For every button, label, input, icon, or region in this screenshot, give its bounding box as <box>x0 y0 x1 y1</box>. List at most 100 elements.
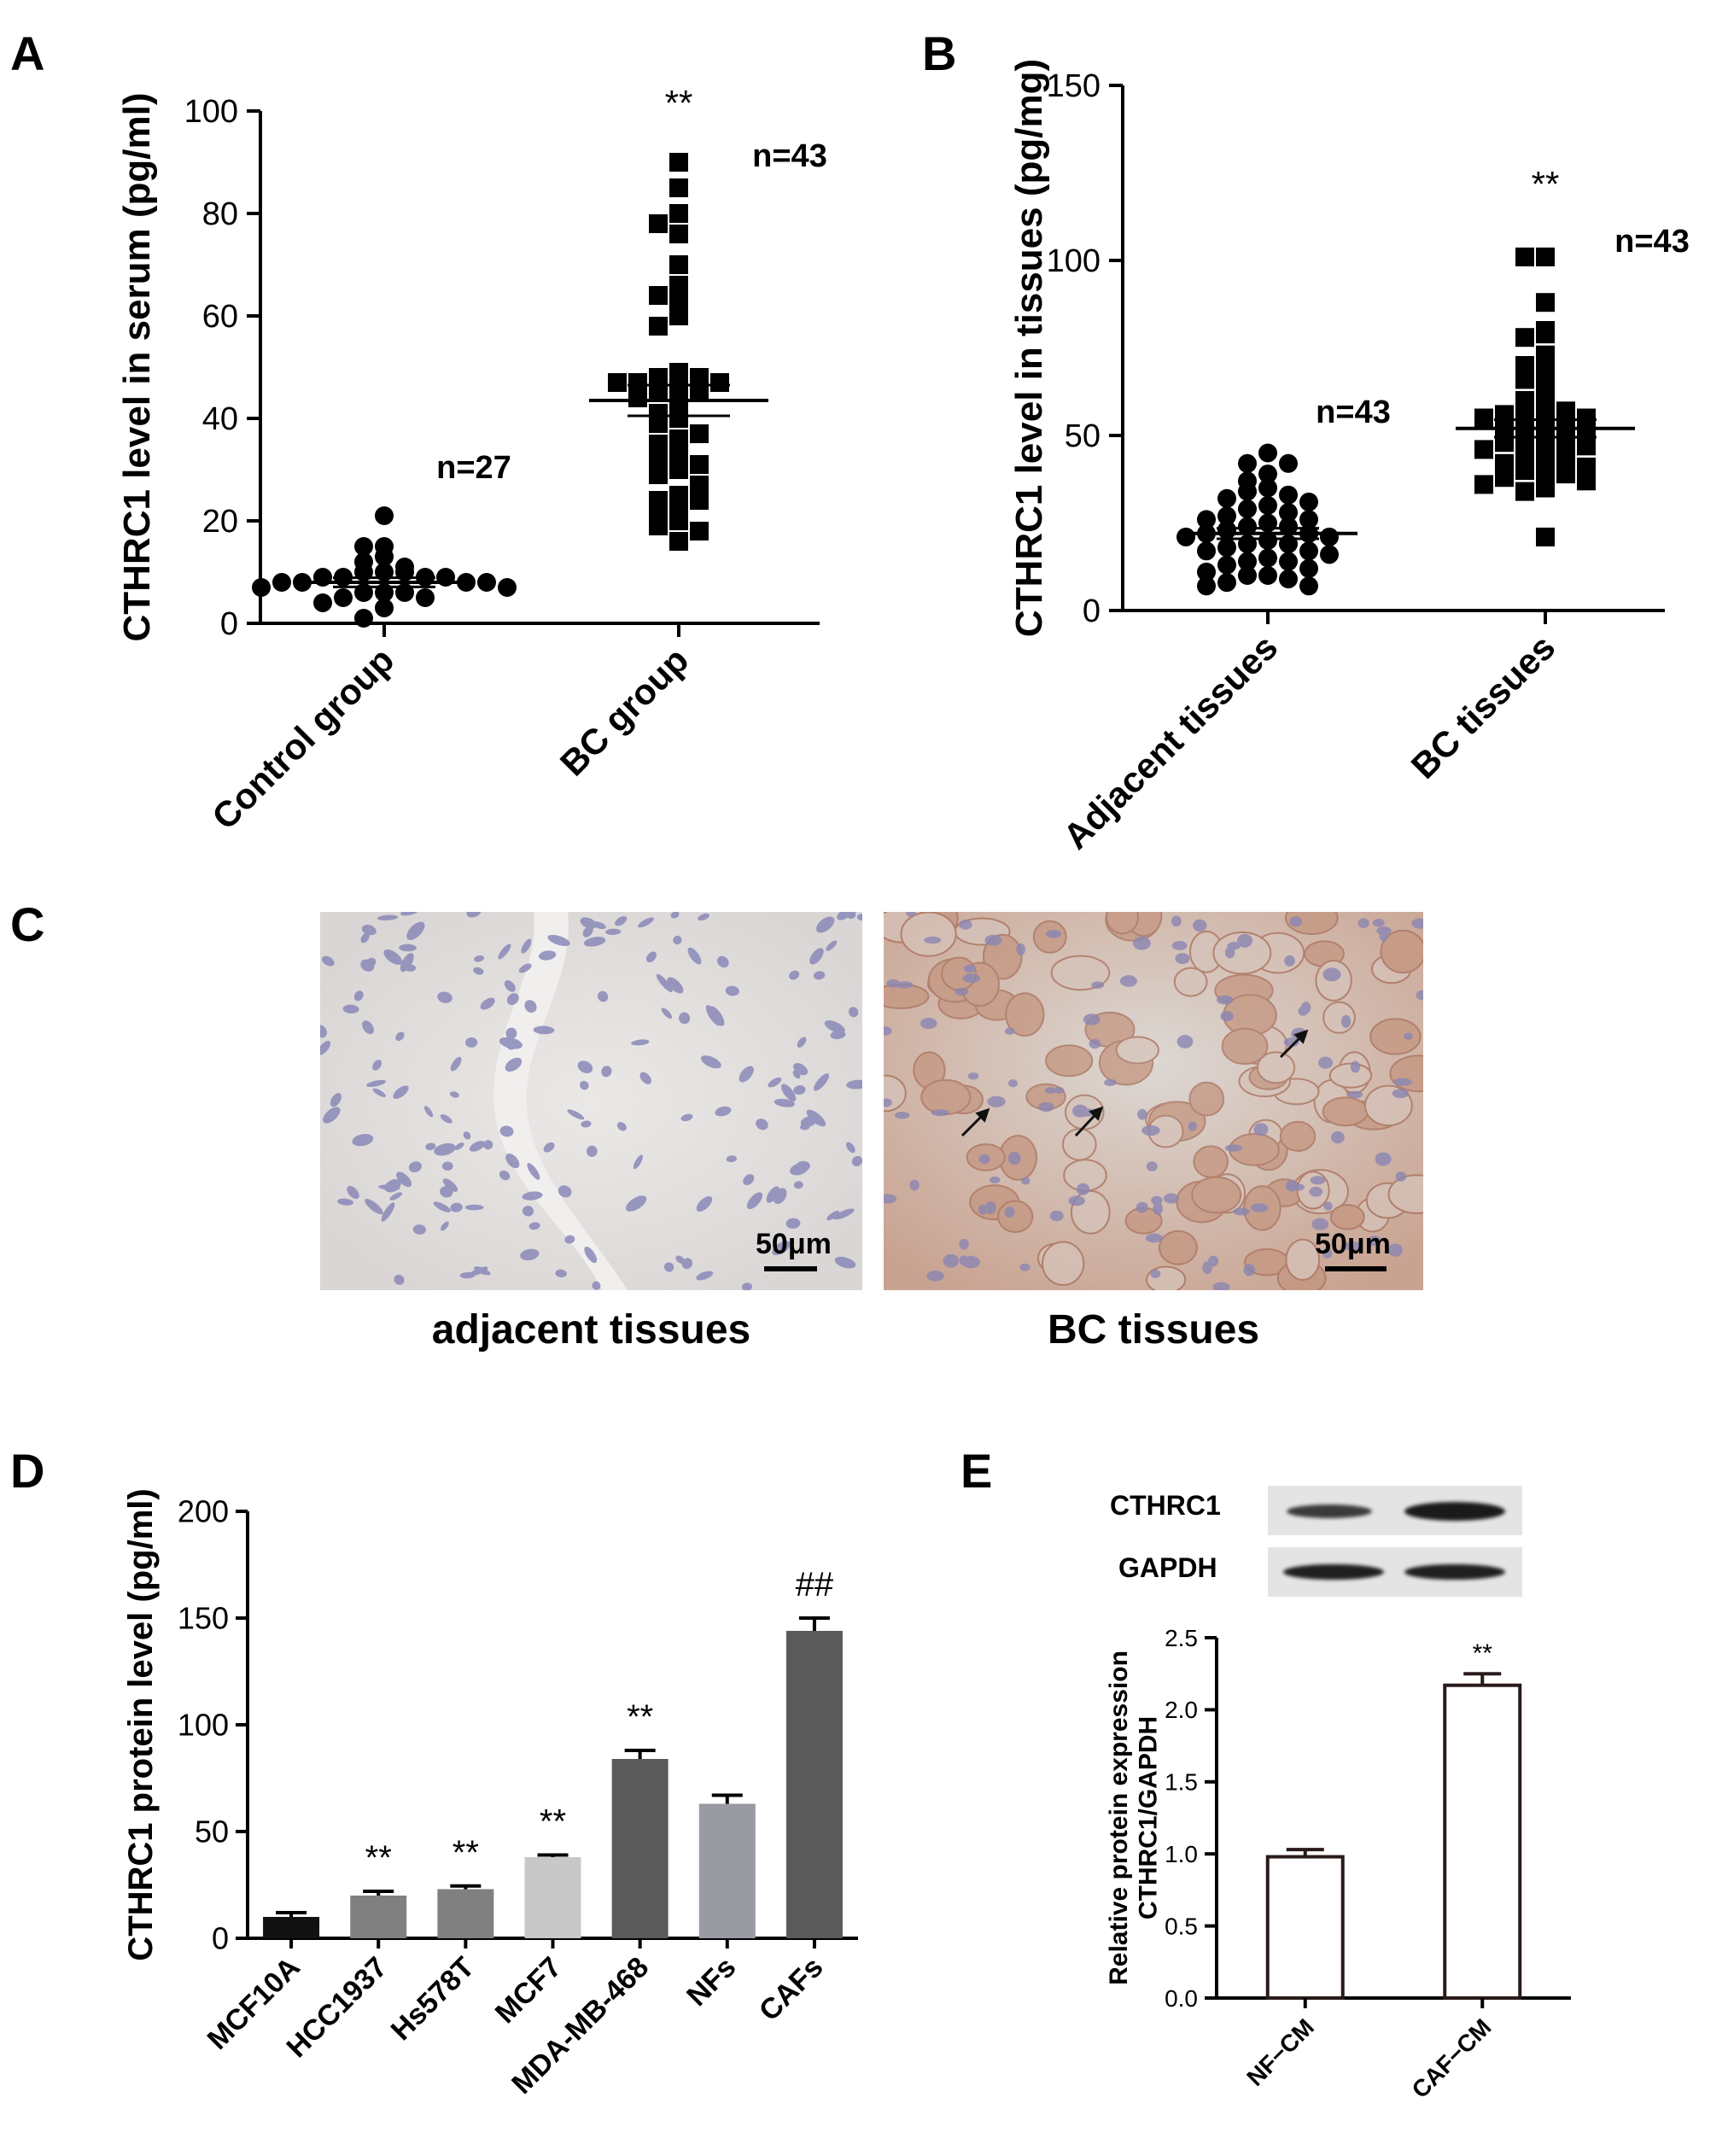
nucleus-shape <box>884 1194 897 1204</box>
nucleus-shape <box>967 1072 979 1080</box>
nucleus-shape <box>743 1174 755 1186</box>
data-point <box>690 476 709 494</box>
nucleus-shape <box>454 1142 464 1150</box>
data-point <box>1217 520 1236 540</box>
nucleus-shape <box>837 912 851 920</box>
y-tick-label: 80 <box>202 196 238 232</box>
significance-label: ** <box>627 1698 653 1736</box>
nucleus-shape <box>670 912 680 919</box>
nucleus-shape <box>474 955 485 962</box>
data-point <box>710 373 729 392</box>
data-point <box>375 599 394 617</box>
y-tick-label: 60 <box>202 299 238 335</box>
data-point <box>1515 247 1534 266</box>
nucleus-shape <box>1387 1243 1403 1257</box>
data-point <box>1556 433 1575 453</box>
nucleus-shape <box>1072 1104 1089 1118</box>
nucleus-shape <box>459 1271 476 1279</box>
nucleus-shape <box>792 1070 801 1079</box>
cell-shape <box>1173 967 1208 997</box>
data-point <box>1238 500 1257 519</box>
nucleus-shape <box>800 1116 817 1127</box>
nucleus-shape <box>347 1185 359 1200</box>
nucleus-shape <box>766 1186 780 1203</box>
x-tick-label: NFs <box>680 1951 742 2013</box>
nucleus-shape <box>1224 1144 1242 1152</box>
significance-label: ** <box>540 1803 566 1841</box>
nucleus-shape <box>394 1274 405 1285</box>
nucleus-shape <box>360 932 370 944</box>
nucleus-shape <box>716 955 729 968</box>
nucleus-shape <box>780 1084 797 1101</box>
nucleus-shape <box>785 1218 801 1229</box>
data-point <box>354 609 373 628</box>
nucleus-shape <box>399 944 417 952</box>
nucleus-shape <box>433 1201 451 1212</box>
data-point <box>1217 555 1236 575</box>
nucleus-shape <box>580 917 597 929</box>
nucleus-shape <box>726 1155 738 1163</box>
data-point <box>1536 345 1555 365</box>
nucleus-shape <box>814 1073 830 1091</box>
cell-shape <box>1328 1062 1373 1089</box>
data-point <box>1515 370 1534 389</box>
nucleus-shape <box>473 967 484 975</box>
nucleus-shape <box>1392 1089 1410 1099</box>
nucleus-shape <box>381 1202 395 1222</box>
nucleus-shape <box>673 935 682 945</box>
nucleus-shape <box>583 937 606 947</box>
data-point <box>1577 436 1596 456</box>
data-point <box>1536 443 1555 463</box>
nucleus-shape <box>1350 1060 1361 1073</box>
nucleus-shape <box>499 1037 523 1049</box>
nucleus-shape <box>522 1206 534 1217</box>
nucleus-shape <box>815 916 835 933</box>
data-point <box>1536 293 1555 313</box>
nucleus-shape <box>909 1179 920 1191</box>
cell-shape <box>1050 955 1111 991</box>
data-point <box>1238 517 1257 536</box>
data-point <box>669 429 688 448</box>
nucleus-shape <box>963 964 976 973</box>
nucleus-shape <box>1227 942 1241 950</box>
cell-shape <box>1279 1120 1317 1152</box>
data-point <box>1556 415 1575 435</box>
data-point <box>1536 394 1555 414</box>
data-point <box>1238 566 1257 585</box>
y-tick-label: 1.0 <box>1165 1841 1198 1867</box>
y-tick-label: 200 <box>178 1494 229 1529</box>
significance-label: ## <box>796 1566 834 1604</box>
nucleus-shape <box>1150 1269 1161 1279</box>
nucleus-shape <box>638 917 654 928</box>
nucleus-shape <box>598 990 609 1002</box>
y-axis-label: CTHRC1/GAPDH <box>1135 1716 1163 1919</box>
nucleus-shape <box>521 938 532 954</box>
nucleus-shape <box>1019 1263 1030 1271</box>
x-tick-label: MCF7 <box>489 1951 568 2030</box>
nucleus-shape <box>1322 1248 1333 1259</box>
nucleus-shape <box>1045 929 1062 938</box>
data-point <box>628 373 647 392</box>
nucleus-shape <box>959 1238 969 1250</box>
cell-shape <box>1322 1096 1369 1127</box>
data-point <box>1577 471 1596 491</box>
significance-label: ** <box>1473 1639 1493 1668</box>
data-point <box>669 460 688 479</box>
data-point <box>375 506 394 525</box>
band-gapdh-caf <box>1404 1564 1505 1580</box>
blot-strip-cthrc1 <box>1268 1486 1522 1535</box>
scale-bar-adjacent <box>764 1266 817 1271</box>
nucleus-shape <box>739 1066 754 1083</box>
nucleus-shape <box>924 936 942 944</box>
nucleus-shape <box>450 1056 462 1072</box>
nucleus-shape <box>633 1154 643 1170</box>
nucleus-shape <box>1137 1108 1147 1120</box>
nucleus-shape <box>1357 918 1369 928</box>
data-point <box>628 389 647 407</box>
nucleus-shape <box>700 1055 721 1069</box>
x-tick-label: CAF−CM <box>1407 2013 1497 2103</box>
cell-shape <box>920 1078 972 1115</box>
nucleus-shape <box>406 921 425 940</box>
nucleus-shape <box>353 990 364 1002</box>
